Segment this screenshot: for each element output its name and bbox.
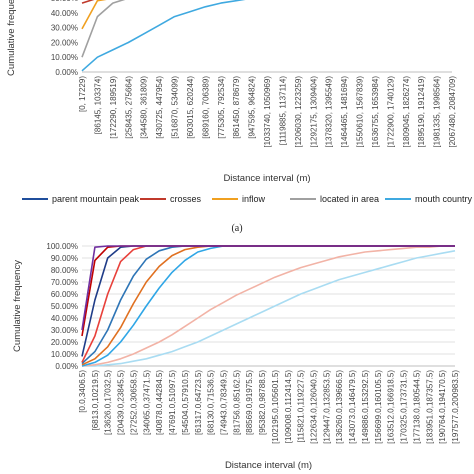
x-tick-label: [122634.0,126040.5) bbox=[310, 370, 319, 444]
x-tick-label: [183951.0,187357.5) bbox=[425, 370, 434, 444]
series-line-3 bbox=[81, 0, 126, 58]
x-tick-label: [102195.0,105601.5) bbox=[271, 370, 280, 444]
legend-label-4: mouth country bbox=[415, 194, 473, 204]
y-tick-label: 90.00% bbox=[51, 254, 78, 263]
x-tick-label: [172290, 189519) bbox=[109, 76, 118, 139]
series-line-5 bbox=[81, 245, 455, 366]
x-tick-label: [1206030, 1223259) bbox=[294, 76, 303, 148]
x-tick-label: [27252.0,30658.5) bbox=[129, 370, 138, 435]
y-tick-label: 80.00% bbox=[51, 266, 78, 275]
x-tick-label: [689160, 706389) bbox=[201, 76, 210, 139]
series-line-4 bbox=[81, 0, 246, 72]
x-tick-label: [6813.0,10219.5) bbox=[91, 370, 100, 431]
series-line-0 bbox=[81, 245, 455, 331]
y-tick-label: 100.00% bbox=[46, 242, 78, 251]
x-tick-label: [86145, 103374) bbox=[93, 76, 102, 135]
y-axis-title: Cumulative frequency bbox=[6, 0, 17, 76]
series-line-2 bbox=[81, 0, 107, 30]
legend-panel-a: parent mountain peak crosses inflow located… bbox=[22, 194, 473, 204]
x-tick-label: [136260.0,139666.5) bbox=[335, 370, 344, 444]
legend-label-3: located in area bbox=[320, 194, 379, 204]
x-tick-label: [197577.0,200983.5) bbox=[451, 370, 460, 444]
legend-label-2: inflow bbox=[242, 194, 266, 204]
x-tick-label: [88569.0,91975.5) bbox=[245, 370, 254, 435]
y-tick-label: 50.00% bbox=[51, 0, 78, 3]
x-tick-label: [143073.0,146479.5) bbox=[348, 370, 357, 444]
y-tick-label: 40.00% bbox=[51, 9, 78, 18]
x-tick-label: [1809045, 1826274) bbox=[402, 76, 411, 148]
x-tick-label: [34065.0,37471.5) bbox=[142, 370, 151, 435]
x-tick-label: [1119885, 1137114) bbox=[278, 76, 287, 146]
x-tick-label: [95382.0,98788.5) bbox=[258, 370, 267, 435]
x-tick-label: [47691.0,51097.5) bbox=[168, 370, 177, 435]
x-tick-label: [1981335, 1998564) bbox=[433, 76, 442, 148]
y-tick-label: 0.00% bbox=[55, 362, 78, 371]
x-tick-label: [20439.0,23845.5) bbox=[117, 370, 126, 435]
x-tick-label: [170325.0,173731.5) bbox=[400, 370, 409, 444]
x-tick-label: [163512.0,166918.5) bbox=[387, 370, 396, 444]
x-tick-label: [258435, 275664) bbox=[124, 76, 133, 139]
x-tick-label: [516870, 534099) bbox=[171, 76, 180, 139]
chart-panel-a: 0.00% 10.00% 20.00% 30.00% 40.00% 50.00% [0, 1… bbox=[6, 0, 457, 184]
x-tick-label: [1464465, 1481694) bbox=[340, 76, 349, 148]
y-tick-label: 20.00% bbox=[51, 38, 78, 47]
x-tick-label: [13626.0,17032.5) bbox=[104, 370, 113, 435]
y-tick-label: 10.00% bbox=[51, 350, 78, 359]
x-tick-label: [156699.0,160105.5) bbox=[374, 370, 383, 444]
x-tick-label: [81756.0,85162.5) bbox=[232, 370, 241, 435]
x-tick-label: [1292175, 1309404) bbox=[309, 76, 318, 148]
y-tick-label: 0.00% bbox=[55, 68, 78, 77]
y-tick-label: 40.00% bbox=[51, 314, 78, 323]
x-tick-label: [109008.0,112414.5) bbox=[284, 370, 293, 444]
chart-panel-b: 0.00% 10.00% 20.00% 30.00% 40.00% 50.00% 60.00… bbox=[12, 242, 460, 471]
x-tick-label: [1033740, 1050969) bbox=[263, 76, 272, 148]
x-tick-label: [0.0,3406.5) bbox=[78, 370, 87, 413]
y-tick-label: 30.00% bbox=[51, 326, 78, 335]
x-tick-label: [61317.0,64723.5) bbox=[194, 370, 203, 435]
legend-label-1: crosses bbox=[170, 194, 202, 204]
x-tick-label: [1550610, 1567839) bbox=[356, 76, 365, 148]
series-line-8 bbox=[82, 250, 456, 367]
x-tick-label: [1895190, 1912419) bbox=[417, 76, 426, 148]
x-tick-label: [149886.0,153292.5) bbox=[361, 370, 370, 444]
x-tick-label: [115821.0,119227.5) bbox=[297, 370, 306, 443]
series-line-1 bbox=[81, 0, 95, 4]
x-tick-label: [177138.0,180544.5) bbox=[412, 370, 421, 444]
x-tick-label: [0, 17229) bbox=[78, 76, 87, 112]
y-tick-label: 60.00% bbox=[51, 290, 78, 299]
x-tick-label: [430725, 447954) bbox=[155, 76, 164, 139]
x-axis-title: Distance interval (m) bbox=[225, 460, 312, 471]
x-tick-label: [775305, 792534) bbox=[217, 76, 226, 139]
x-tick-label: [1378320, 1395549) bbox=[325, 76, 334, 148]
x-tick-label: [190764.0,194170.5) bbox=[438, 370, 447, 444]
x-tick-label: [861450, 878679) bbox=[232, 76, 241, 139]
y-tick-label: 70.00% bbox=[51, 278, 78, 287]
y-tick-label: 20.00% bbox=[51, 338, 78, 347]
y-tick-label: 50.00% bbox=[51, 302, 78, 311]
x-tick-label: [1636755, 1653984) bbox=[371, 76, 380, 148]
legend-label-0: parent mountain peak bbox=[52, 194, 140, 204]
x-tick-label: [1722900, 1740129) bbox=[386, 76, 395, 148]
x-tick-label: [603015, 620244) bbox=[186, 76, 195, 139]
x-tick-label: [947595, 964824) bbox=[248, 76, 257, 139]
x-axis-title: Distance interval (m) bbox=[223, 173, 310, 184]
x-tick-label: [68130.0,71536.5) bbox=[207, 370, 216, 435]
x-tick-label: [74943.0,78349.5) bbox=[219, 370, 228, 435]
x-tick-label: [2067480, 2084709) bbox=[448, 76, 457, 148]
series-line-1 bbox=[81, 245, 455, 337]
y-axis-title: Cumulative frequency bbox=[12, 260, 23, 352]
x-tick-label: [129447.0,132853.5) bbox=[322, 370, 331, 444]
y-tick-label: 30.00% bbox=[51, 24, 78, 33]
x-tick-label: [40878.0,44284.5) bbox=[155, 370, 164, 435]
x-tick-label: [54504.0,57910.5) bbox=[181, 370, 190, 435]
panel-label-a: (a) bbox=[231, 223, 242, 234]
y-tick-label: 10.00% bbox=[51, 53, 78, 62]
series-line-7 bbox=[81, 245, 455, 367]
x-tick-label: [344580, 361809) bbox=[140, 76, 149, 139]
